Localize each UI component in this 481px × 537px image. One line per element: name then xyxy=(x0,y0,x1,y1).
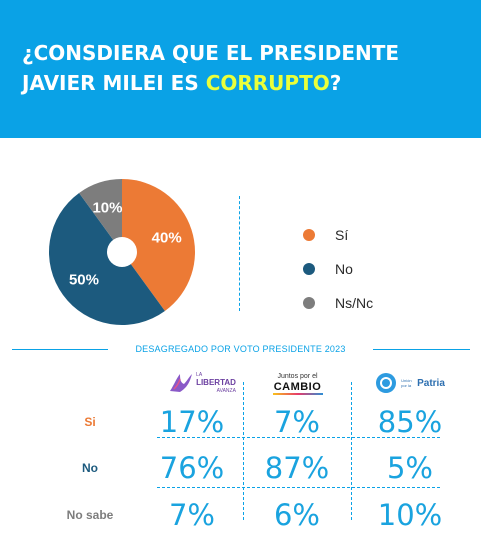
pie-slice-label-3: 10% xyxy=(92,199,122,216)
pie-slice-label-1: 40% xyxy=(152,229,182,246)
title-line2: JAVIER MILEI ES xyxy=(22,71,206,95)
legend-item-2: No xyxy=(303,252,373,286)
jxc-stripe xyxy=(272,393,323,395)
legend-label: Sí xyxy=(335,227,349,243)
row-label-1: Si xyxy=(84,415,96,429)
table-vline-1 xyxy=(243,382,244,520)
table-cell: 17% xyxy=(159,405,225,439)
pie-slice-3 xyxy=(79,179,122,252)
legend-dot xyxy=(303,263,315,275)
sun-badge-icon xyxy=(376,373,397,393)
lla-small: LA xyxy=(196,372,203,378)
table-hline-1 xyxy=(157,437,440,438)
title-end: ? xyxy=(329,71,342,95)
legend-dot xyxy=(303,297,315,309)
title-line1: ¿CONSDIERA QUE EL PRESIDENTE xyxy=(22,41,400,65)
header-banner xyxy=(0,0,481,138)
uxp-small: Unión por la xyxy=(401,378,412,388)
legend-label: Ns/Nc xyxy=(335,295,374,311)
logo-union-por-la-patria: Unión por la Patria xyxy=(370,369,450,397)
table-cell: 76% xyxy=(159,451,225,485)
pie-slice-1 xyxy=(122,179,195,312)
page-title: ¿CONSDIERA QUE EL PRESIDENTE JAVIER MILE… xyxy=(22,38,462,98)
title-highlight: CORRUPTO xyxy=(205,71,330,95)
row-label-2: No xyxy=(82,461,98,475)
table-hline-2 xyxy=(157,487,440,488)
table-cell: 85% xyxy=(377,405,443,439)
legend-dot xyxy=(303,229,315,241)
pie-slice-2 xyxy=(49,192,165,325)
legend-item-1: Sí xyxy=(303,218,373,252)
section-title: DESAGREGADO POR VOTO PRESIDENTE 2023 xyxy=(108,338,373,360)
table-cell: 6% xyxy=(273,498,320,532)
jxc-line1: Juntos por el xyxy=(277,373,318,380)
bird-icon xyxy=(170,374,193,392)
lla-sub: AVANZA xyxy=(216,388,236,394)
jxc-line2: CAMBIO xyxy=(273,381,322,393)
table-cell: 87% xyxy=(264,451,330,485)
chart-divider xyxy=(239,196,240,311)
pie-legend: Sí No Ns/Nc xyxy=(303,218,373,320)
logo-la-libertad-avanza: LA LIBERTAD AVANZA xyxy=(157,369,247,397)
table-cell: 7% xyxy=(168,498,215,532)
legend-item-3: Ns/Nc xyxy=(303,286,373,320)
legend-label: No xyxy=(335,261,353,277)
table-vline-2 xyxy=(351,382,352,520)
pie-slice-label-2: 50% xyxy=(69,272,99,289)
table-cell: 10% xyxy=(377,498,443,532)
lla-main: LIBERTAD xyxy=(196,378,236,387)
table-cell: 5% xyxy=(386,451,433,485)
row-label-3: No sabe xyxy=(66,508,114,522)
pie-hole xyxy=(107,237,137,267)
table-cell: 7% xyxy=(273,405,320,439)
uxp-main: Patria xyxy=(417,377,445,389)
logo-juntos-por-el-cambio: Juntos por el CAMBIO xyxy=(270,369,325,397)
